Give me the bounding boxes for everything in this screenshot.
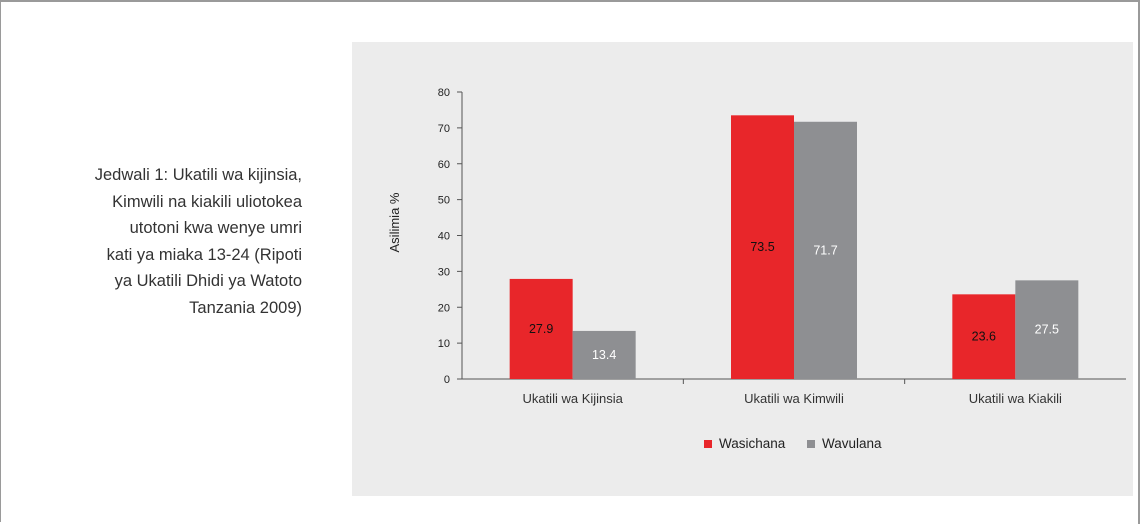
y-tick-label: 40 [438, 231, 450, 243]
bar-wavulana [572, 330, 636, 379]
bar-value-label: 73.5 [750, 240, 774, 254]
bar-value-label: 71.7 [813, 243, 837, 257]
bar-wavulana [794, 121, 857, 380]
bar-wavulana [1015, 280, 1079, 379]
y-tick-label: 70 [438, 123, 450, 135]
x-category-label: Ukatili wa Kijinsia [522, 391, 623, 406]
x-category-label: Ukatili wa Kimwili [744, 391, 844, 406]
y-tick-label: 50 [438, 195, 450, 207]
legend-label-wavulana: Wavulana [822, 436, 882, 451]
legend-label-wasichana: Wasichana [719, 436, 786, 451]
y-tick-label: 60 [438, 159, 450, 171]
legend-swatch-wasichana [704, 440, 712, 448]
y-tick-label: 30 [438, 266, 450, 278]
y-axis-title: Asilimia % [387, 192, 402, 252]
bar-value-label: 13.4 [592, 348, 616, 362]
bar-value-label: 23.6 [972, 330, 996, 344]
y-tick-label: 10 [438, 338, 450, 350]
legend-swatch-wavulana [807, 440, 815, 448]
y-tick-label: 20 [438, 302, 450, 314]
chart-panel: 0 10 20 30 40 50 60 70 80 Asilimia % 27.9 13.4 Ukati… [352, 42, 1133, 496]
bar-wasichana [509, 278, 573, 379]
bar-wasichana [952, 294, 1016, 379]
y-tick-label: 80 [438, 87, 450, 99]
page-frame-edge [1138, 0, 1140, 524]
bar-value-label: 27.9 [529, 322, 553, 336]
bar-wasichana [731, 115, 794, 379]
bar-value-label: 27.5 [1035, 323, 1059, 337]
y-tick-label: 0 [444, 374, 450, 386]
figure-caption: Jedwali 1: Ukatili wa kijinsia, Kimwili … [94, 166, 302, 317]
bar-chart: 0 10 20 30 40 50 60 70 80 Asilimia % 27.9 13.4 Ukati… [387, 87, 1126, 451]
x-category-label: Ukatili wa Kiakili [969, 391, 1062, 406]
